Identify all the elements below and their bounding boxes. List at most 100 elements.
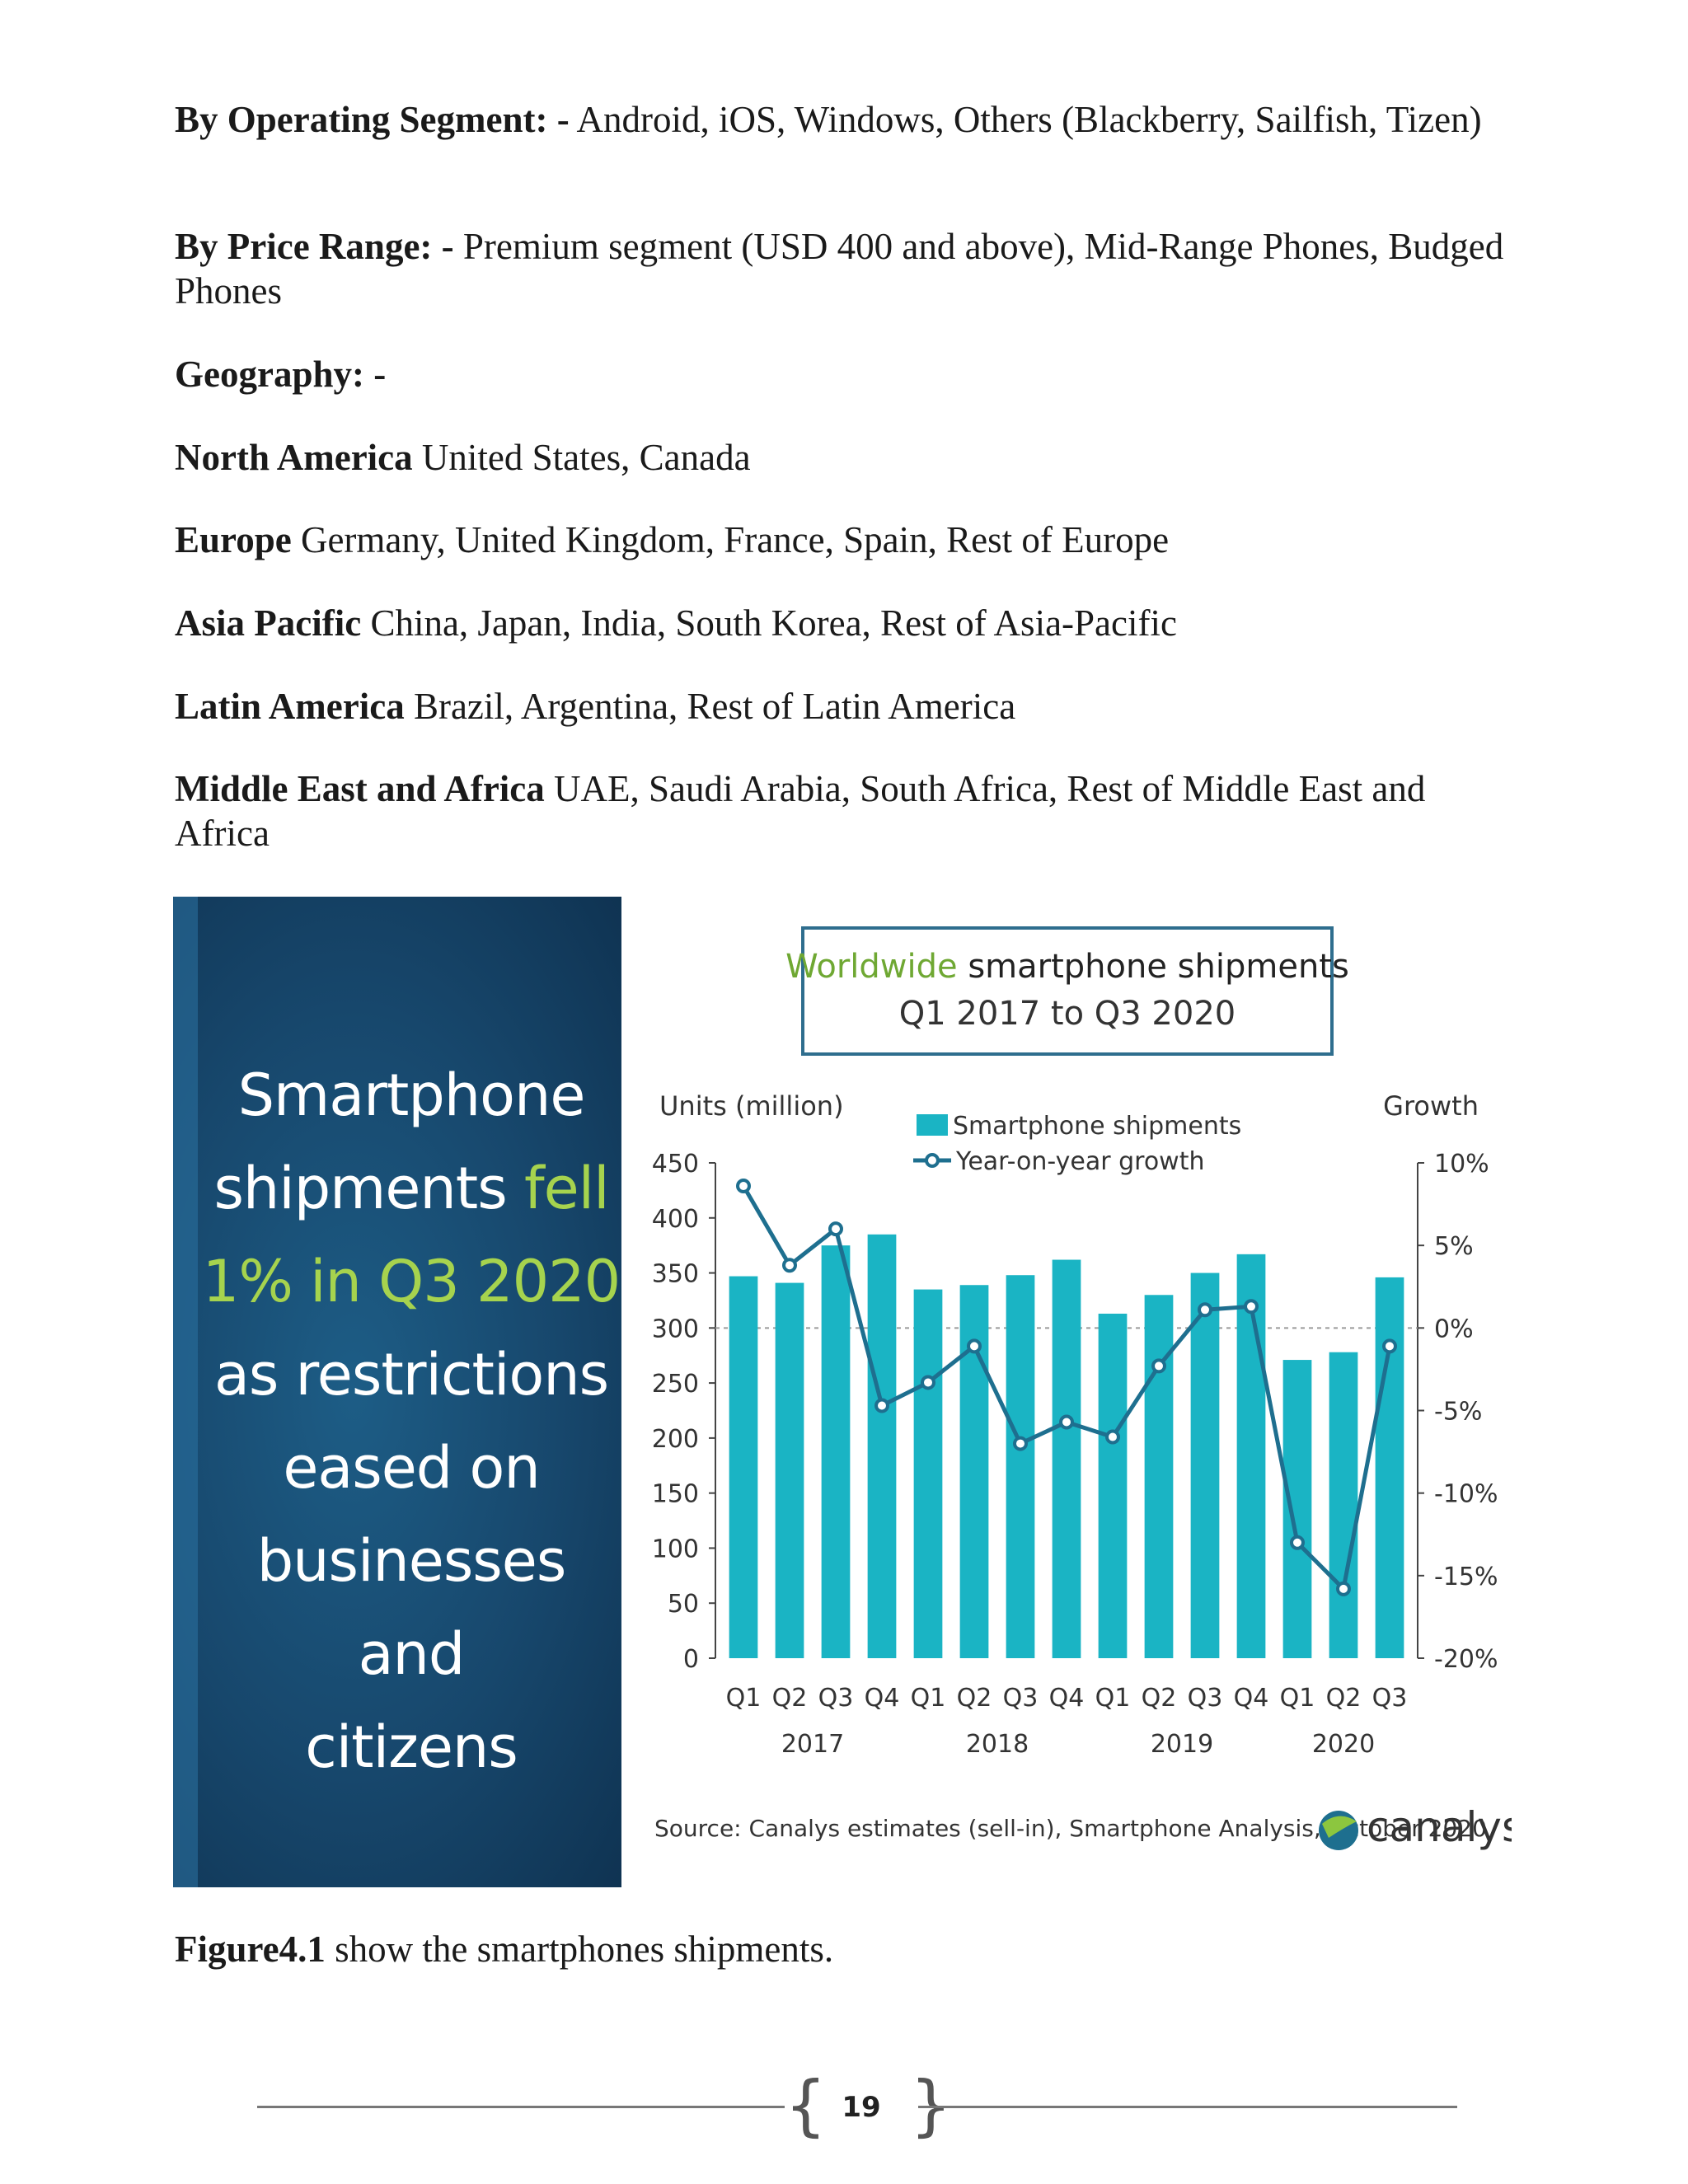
growth-point (874, 1398, 889, 1413)
paragraph-geography: Geography: - (175, 352, 1526, 396)
legend-marker-growth (925, 1153, 940, 1168)
caption-text: show the smartphones shipments. (325, 1929, 834, 1970)
shipment-bar (1282, 1360, 1312, 1658)
chart-legend: Smartphone shipments Year-on-year growth (913, 1112, 1241, 1176)
footer-rule-left (257, 2106, 785, 2108)
x-year-label: 2017 (781, 1730, 844, 1759)
y-tick-label: 150 (652, 1480, 699, 1509)
legend-label-growth: Year-on-year growth (955, 1147, 1205, 1176)
growth-point (828, 1221, 843, 1237)
banner-line: shipments fell (201, 1142, 621, 1235)
growth-point (1290, 1535, 1305, 1550)
growth-point (782, 1258, 797, 1273)
y2-tick-label: 10% (1434, 1150, 1489, 1179)
y2-tick-label: -10% (1434, 1480, 1498, 1509)
paragraph-label: Asia Pacific (175, 602, 362, 644)
banner-headline: Smartphone shipments fell 1% in Q3 2020 … (201, 1049, 621, 1794)
paragraph-label: Latin America (175, 686, 405, 727)
growth-point (1105, 1429, 1120, 1445)
shipment-bar (1236, 1254, 1266, 1658)
y-tick-label: 200 (652, 1425, 699, 1454)
page-number: 19 (842, 2091, 881, 2124)
footer-rule-right (918, 2106, 1457, 2108)
growth-point (736, 1179, 751, 1194)
paragraph-latin-america: Latin America Brazil, Argentina, Rest of… (175, 684, 1526, 729)
x-tick-label: Q1 (1280, 1684, 1315, 1713)
shipment-bar (729, 1276, 758, 1658)
paragraph-price-range: By Price Range: - Premium segment (USD 4… (175, 224, 1526, 313)
y-tick-label: 100 (652, 1535, 699, 1563)
y-tick-label: 50 (668, 1590, 699, 1619)
banner-line: as restrictions (213, 1341, 609, 1408)
x-tick-label: Q4 (1234, 1684, 1269, 1713)
banner-line: businesses and (256, 1527, 567, 1688)
shipment-bar (1375, 1277, 1404, 1658)
banner-line: eased on (283, 1434, 540, 1502)
chart-source: Source: Canalys estimates (sell-in), Sma… (654, 1815, 1487, 1842)
paragraph-north-america: North America United States, Canada (175, 435, 1526, 480)
canalys-wordmark: canalys (1367, 1803, 1512, 1851)
y2-tick-label: -20% (1434, 1645, 1498, 1674)
figure-image: Smartphone shipments fell 1% in Q3 2020 … (173, 897, 1512, 1887)
x-tick-label: Q2 (772, 1684, 808, 1713)
shipment-bar (775, 1282, 804, 1658)
growth-point (1382, 1338, 1397, 1354)
banner-highlight: fell (523, 1155, 610, 1222)
caption-label: Figure4.1 (175, 1929, 326, 1970)
paragraph-operating-segment: By Operating Segment: - Android, iOS, Wi… (175, 97, 1526, 142)
x-tick-label: Q2 (957, 1684, 992, 1713)
chart-title-highlight: Worldwide (785, 948, 957, 986)
paragraph-text: Brazil, Argentina, Rest of Latin America (404, 686, 1016, 727)
chart-panel: Worldwide smartphone shipments Q1 2017 t… (621, 897, 1512, 1887)
banner-highlight: 1% in Q3 2020 (202, 1248, 621, 1315)
x-year-label: 2018 (966, 1730, 1029, 1759)
x-year-label: 2019 (1151, 1730, 1213, 1759)
paragraph-middle-east-africa: Middle East and Africa UAE, Saudi Arabia… (175, 766, 1526, 855)
shipment-bar (1144, 1295, 1174, 1658)
x-tick-label: Q2 (1326, 1684, 1362, 1713)
y-tick-label: 450 (652, 1150, 699, 1179)
paragraph-label: North America (175, 437, 413, 478)
y2-tick-label: 5% (1434, 1232, 1474, 1261)
growth-point (921, 1375, 935, 1390)
x-tick-label: Q3 (1003, 1684, 1039, 1713)
chart-title-rest: smartphone shipments (958, 948, 1349, 986)
paragraph-label: By Operating Segment: - (175, 99, 570, 140)
chart-subtitle: Q1 2017 to Q3 2020 (899, 995, 1236, 1033)
shipment-bar (867, 1234, 897, 1658)
x-tick-label: Q3 (818, 1684, 854, 1713)
paragraph-text: UAE, Saudi Arabia, South Africa, Rest of… (175, 768, 1426, 854)
growth-point (1244, 1299, 1259, 1315)
shipment-bar (1006, 1275, 1035, 1658)
y-tick-label: 300 (652, 1315, 699, 1343)
chart-title-box (801, 926, 1334, 1056)
growth-point (967, 1338, 982, 1354)
paragraph-label: By Price Range: - (175, 226, 454, 267)
banner-line-part: shipments (213, 1155, 524, 1222)
shipment-bar (1329, 1352, 1358, 1658)
plot-area: 0 50 100 150 200 250 300 350 400 450 -20% -15% -10% -… (652, 1150, 1498, 1759)
y-tick-label: 250 (652, 1370, 699, 1399)
footer-brace-left: { (785, 2067, 827, 2144)
shipment-bar (1098, 1313, 1128, 1658)
shipment-bar (913, 1289, 943, 1658)
growth-point (1151, 1358, 1166, 1374)
growth-point (1059, 1414, 1074, 1430)
paragraph-text: Germany, United Kingdom, France, Spain, … (291, 519, 1170, 560)
paragraph-text: Premium segment (USD 400 and above), Mid… (175, 226, 1504, 312)
x-tick-label: Q2 (1142, 1684, 1177, 1713)
paragraph-text: Android, iOS, Windows, Others (Blackberr… (569, 99, 1482, 140)
y-tick-label: 350 (652, 1260, 699, 1289)
canalys-logo: canalys (1319, 1803, 1512, 1851)
shipments-chart: Worldwide smartphone shipments Q1 2017 t… (652, 926, 1512, 1851)
growth-point (1336, 1581, 1351, 1596)
y-tick-label: 400 (652, 1205, 699, 1234)
paragraph-label: Middle East and Africa (175, 768, 545, 809)
x-tick-label: Q4 (1049, 1684, 1085, 1713)
y2-tick-label: -15% (1434, 1563, 1498, 1591)
y2-axis-label: Growth (1383, 1090, 1479, 1122)
banner-line: citizens (305, 1713, 518, 1781)
growth-point (1013, 1436, 1028, 1451)
legend-swatch-bar (917, 1114, 948, 1136)
paragraph-europe: Europe Germany, United Kingdom, France, … (175, 518, 1526, 562)
